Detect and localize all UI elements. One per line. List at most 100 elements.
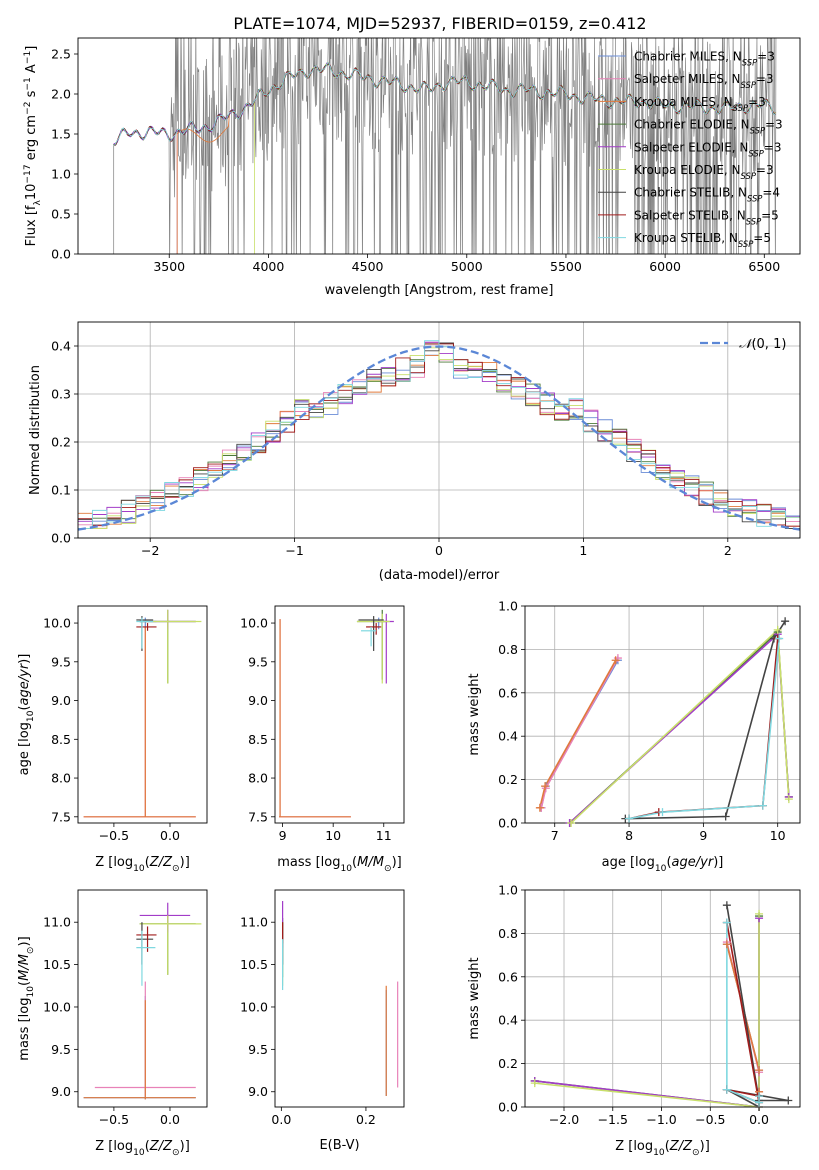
weight-marker-kroupa-stelib xyxy=(755,1092,764,1101)
y-tick-label: 8.0 xyxy=(51,771,71,786)
observed-spectrum xyxy=(113,38,777,254)
x-tick-label: 0.0 xyxy=(271,1112,291,1127)
x-axis-label: Z [log10(Z/Z⊙)] xyxy=(95,1139,190,1158)
panel-age_vs_Z: −0.5 0.0 7.5 8.0 8.5 9.0 9.5 10.0 Z [log10(Z/Z⊙)… xyxy=(17,605,208,874)
y-tick-label: 7.5 xyxy=(248,809,268,824)
weight-line-chabrier-stelib xyxy=(726,905,789,1107)
weight-marker-chabrier-stelib xyxy=(784,1096,793,1105)
weight-line-kroupa-elodie xyxy=(534,913,760,1107)
x-tick-label: 0.0 xyxy=(749,1112,769,1127)
x-tick-label: −0.5 xyxy=(99,1112,129,1127)
x-tick-label: 4000 xyxy=(253,259,285,274)
axes-frame xyxy=(524,605,801,824)
y-tick-label: 10.0 xyxy=(43,999,71,1014)
y-tick-label: 0.0 xyxy=(498,1100,518,1115)
x-tick-label: 0 xyxy=(435,543,443,558)
y-tick-label: 1.5 xyxy=(51,127,71,142)
weight-marker-kroupa-miles xyxy=(755,1066,764,1075)
x-tick-label: −2 xyxy=(141,543,159,558)
x-tick-label: 0.0 xyxy=(160,1112,180,1127)
x-axis-label: wavelength [Angstrom, rest frame] xyxy=(325,283,554,298)
panel-mass_vs_ebv: 0.0 0.2 9.0 9.5 10.0 10.5 11.0 E(B-V) xyxy=(240,889,405,1153)
x-tick-label: 9 xyxy=(279,828,287,843)
x-tick-label: 3500 xyxy=(153,259,185,274)
weight-marker-kroupa-stelib xyxy=(658,808,667,817)
y-tick-label: 0.2 xyxy=(51,435,71,450)
x-axis-label: Z [log10(Z/Z⊙)] xyxy=(95,855,190,874)
y-tick-label: 2.0 xyxy=(51,87,71,102)
weight-line-kroupa-elodie xyxy=(570,628,790,823)
y-tick-label: 0.0 xyxy=(498,816,518,831)
y-tick-label: 0.6 xyxy=(498,685,518,700)
x-tick-label: 6000 xyxy=(649,259,681,274)
x-tick-label: 5500 xyxy=(550,259,582,274)
y-tick-label: 9.5 xyxy=(51,1042,71,1057)
y-tick-label: 0.3 xyxy=(51,387,71,402)
plot-area-spectrum xyxy=(113,38,777,254)
normal-reference-curve xyxy=(78,345,800,531)
x-tick-label: 2 xyxy=(724,543,732,558)
weight-marker-kroupa-elodie xyxy=(755,909,764,918)
y-tick-label: 0.4 xyxy=(498,729,518,744)
x-tick-label: 5000 xyxy=(451,259,483,274)
y-tick-label: 0.2 xyxy=(498,772,518,787)
plot-area-mass_vs_Z xyxy=(83,902,202,1100)
weight-marker-chabrier-stelib xyxy=(721,812,730,821)
y-tick-label: 0.5 xyxy=(51,207,71,222)
x-tick-label: −0.5 xyxy=(695,1112,725,1127)
legend-entry: Kroupa ELODIE, NSSP=3 xyxy=(634,163,774,181)
legend-entry: Kroupa STELIB, NSSP=5 xyxy=(634,231,771,249)
axes-frame xyxy=(524,889,801,1108)
y-axis-label: Flux [fλ10−17 erg cm−2 s−1 A−1] xyxy=(23,46,43,247)
histogram-kroupa-elodie xyxy=(78,347,800,529)
y-tick-label: 0.0 xyxy=(51,531,71,546)
y-tick-label: 9.5 xyxy=(51,654,71,669)
y-tick-label: 0.4 xyxy=(51,339,71,354)
y-tick-label: 0.8 xyxy=(498,926,518,941)
y-tick-label: 1.0 xyxy=(498,599,518,614)
x-axis-label: mass [log10(M/M⊙)] xyxy=(277,855,401,874)
weight-line-chabrier-miles xyxy=(540,659,619,808)
x-axis-label: (data-model)/error xyxy=(379,568,500,583)
x-tick-label: −2.0 xyxy=(549,1112,579,1127)
y-tick-label: 8.5 xyxy=(51,732,71,747)
weight-marker-chabrier-stelib xyxy=(781,617,790,626)
y-tick-label: 9.0 xyxy=(51,1084,71,1099)
panel-age_vs_mass: 9 10 11 7.5 8.0 8.5 9.0 9.5 10.0 mass [log10(M/M⊙… xyxy=(240,605,405,874)
x-tick-label: 0.0 xyxy=(160,828,180,843)
x-tick-label: 11 xyxy=(376,828,392,843)
panel-weight_vs_age: 7 8 9 10 0.0 0.2 0.4 0.6 0.8 1.0 age [log10(age/yr… xyxy=(467,599,801,874)
weight-marker-kroupa-stelib xyxy=(625,814,634,823)
y-tick-label: 11.0 xyxy=(43,915,71,930)
y-tick-label: 1.0 xyxy=(498,883,518,898)
y-tick-label: 9.0 xyxy=(51,693,71,708)
y-tick-label: 9.5 xyxy=(248,654,268,669)
legend-entry: Kroupa MILES, NSSP=3 xyxy=(634,95,766,113)
x-tick-label: 10 xyxy=(325,828,341,843)
x-tick-label: 9 xyxy=(699,828,707,843)
legend-entry: Salpeter MILES, NSSP=3 xyxy=(634,72,774,90)
y-tick-label: 0.1 xyxy=(51,483,71,498)
y-tick-label: 2.5 xyxy=(51,47,71,62)
weight-line-chabrier-stelib xyxy=(625,620,786,820)
plot-area-residuals xyxy=(78,340,800,531)
plot-area-age_vs_Z xyxy=(83,609,202,818)
y-tick-label: 0.2 xyxy=(498,1056,518,1071)
y-tick-label: 9.0 xyxy=(248,693,268,708)
y-axis-label: age [log10(age/yr)] xyxy=(17,654,36,776)
x-axis-label: age [log10(age/yr)] xyxy=(602,855,724,874)
y-tick-label: 0.8 xyxy=(498,642,518,657)
axes-frame xyxy=(274,889,405,1108)
axes-frame xyxy=(77,605,208,824)
x-axis-label: Z [log10(Z/Z⊙)] xyxy=(615,1139,710,1158)
legend-entry: Chabrier STELIB, NSSP=4 xyxy=(634,186,780,204)
y-tick-label: 10.5 xyxy=(240,957,268,972)
weight-line-salpeter-elodie xyxy=(534,918,760,1107)
plot-area-age_vs_mass xyxy=(279,609,394,818)
x-axis-label: E(B-V) xyxy=(319,1138,359,1153)
weight-marker-chabrier-stelib xyxy=(722,901,731,910)
legend-entry: Chabrier ELODIE, NSSP=3 xyxy=(634,118,783,136)
histogram-kroupa-stelib xyxy=(78,340,800,529)
y-tick-label: 8.0 xyxy=(248,771,268,786)
